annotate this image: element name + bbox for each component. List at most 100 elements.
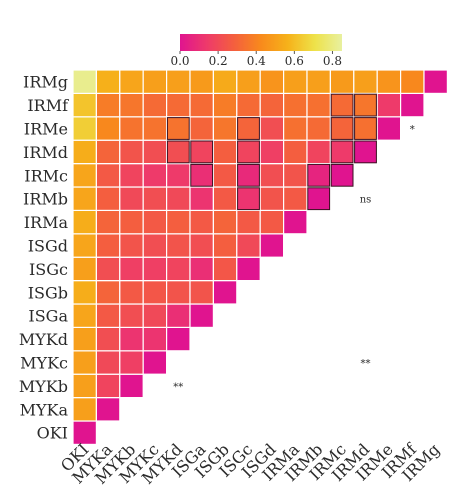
heatmap-cell: [95, 116, 121, 141]
heatmap-cell: [72, 303, 97, 328]
heatmap-cell: [329, 163, 355, 188]
heatmap-cell: [236, 233, 261, 258]
heatmap-cell: [306, 92, 331, 118]
heatmap-cell: [236, 186, 261, 211]
heatmap-cell: [376, 116, 402, 141]
heatmap-cell: [95, 326, 121, 352]
heatmap-cell: [72, 397, 97, 422]
heatmap-cell: [189, 233, 214, 258]
heatmap-cell: [259, 186, 285, 211]
heatmap-cell: [95, 69, 121, 94]
y-tick-label: IRMd: [23, 143, 68, 162]
outlined-cell: [354, 117, 377, 140]
heatmap-cell: [142, 303, 168, 328]
heatmap-cell: [72, 350, 97, 375]
heatmap-cell: [166, 326, 191, 352]
heatmap-cell: [236, 209, 261, 235]
heatmap-cell: [259, 92, 285, 118]
x-axis-labels: OKIMYKaMYKbMYKcMYKdISGaISGbISGcISGdIRMaI…: [57, 439, 444, 488]
cell-annotation: **: [173, 382, 183, 393]
outlined-cell: [330, 163, 354, 187]
heatmap-cell: [119, 326, 144, 352]
heatmap-cell: [95, 209, 121, 235]
heatmap-cell: [72, 139, 97, 165]
heatmap-cell: [166, 69, 191, 94]
heatmap-cell: [142, 326, 168, 352]
heatmap-cell: [119, 280, 144, 305]
heatmap-cell: [95, 139, 121, 165]
legend-tick-label: 0.8: [323, 54, 342, 68]
outlined-cell: [307, 163, 331, 187]
heatmap-cell: [212, 280, 238, 305]
outlined-cell: [330, 140, 354, 164]
y-tick-label: ISGd: [28, 237, 68, 256]
heatmap-cell: [189, 92, 214, 118]
heatmap-cell: [283, 186, 308, 211]
heatmap-cell: [212, 116, 238, 141]
heatmap-cell: [189, 139, 214, 165]
heatmap-cell: [72, 280, 97, 305]
y-tick-label: IRMb: [23, 190, 68, 209]
heatmap-cell: [119, 233, 144, 258]
heatmap-cell: [72, 116, 97, 141]
heatmap-cell: [119, 373, 144, 399]
heatmap-cell: [306, 69, 331, 94]
heatmap-cell: [353, 116, 378, 141]
heatmap-cell: [212, 209, 238, 235]
heatmap-cell: [119, 69, 144, 94]
legend-tick-label: 0.0: [170, 54, 189, 68]
heatmap-cell: [142, 209, 168, 235]
y-tick-label: MYKc: [20, 354, 68, 373]
outlined-cell: [237, 187, 260, 211]
outlined-cell: [166, 117, 190, 140]
y-tick-label: IRMc: [24, 166, 68, 185]
heatmap-cell: [212, 92, 238, 118]
heatmap-cell: [329, 139, 355, 165]
heatmap-cell: [353, 69, 378, 94]
outlined-cell: [354, 140, 377, 164]
outlined-cell: [190, 163, 214, 187]
heatmap-cell: [166, 116, 191, 141]
legend-tick-label: 0.4: [247, 54, 266, 68]
heatmap-cell: [212, 69, 238, 94]
y-tick-label: IRMg: [23, 73, 68, 92]
heatmap-cell: [166, 256, 191, 282]
heatmap-cell: [72, 420, 97, 445]
heatmap-cell: [189, 280, 214, 305]
outlined-cell: [354, 93, 377, 117]
heatmap-cell: [306, 186, 331, 211]
heatmap-cell: [166, 139, 191, 165]
heatmap-cell: [236, 116, 261, 141]
heatmap-cell: [306, 163, 331, 188]
heatmap-cell: [353, 92, 378, 118]
heatmap-cell: [95, 233, 121, 258]
y-tick-label: MYKa: [20, 400, 69, 419]
heatmap-cell: [72, 233, 97, 258]
heatmap-cell: [166, 280, 191, 305]
heatmap-cell: [142, 233, 168, 258]
heatmap-cell: [72, 92, 97, 118]
heatmap-cell: [259, 233, 285, 258]
heatmap-cell: [376, 69, 402, 94]
heatmap-cell: [142, 163, 168, 188]
y-tick-label: IRMf: [27, 96, 69, 115]
cell-annotation: **: [361, 359, 371, 370]
y-tick-label: MYKb: [19, 377, 68, 396]
y-tick-label: ISGb: [28, 283, 68, 302]
outlined-cell: [166, 140, 190, 164]
heatmap-cell: [142, 280, 168, 305]
heatmap-cell: [72, 326, 97, 352]
heatmap-cells: [72, 69, 448, 445]
cell-annotations: ** ** ns *: [173, 125, 414, 393]
y-tick-label: ISGc: [29, 260, 68, 279]
heatmap-cell: [119, 303, 144, 328]
legend-tick-label: 0.6: [285, 54, 304, 68]
y-tick-label: MYKd: [19, 330, 68, 349]
heatmap-cell: [95, 163, 121, 188]
significance-outlines: [166, 93, 377, 211]
heatmap-cell: [283, 116, 308, 141]
outlined-cell: [190, 140, 214, 164]
legend-tick-label: 0.2: [209, 54, 228, 68]
heatmap-cell: [166, 233, 191, 258]
